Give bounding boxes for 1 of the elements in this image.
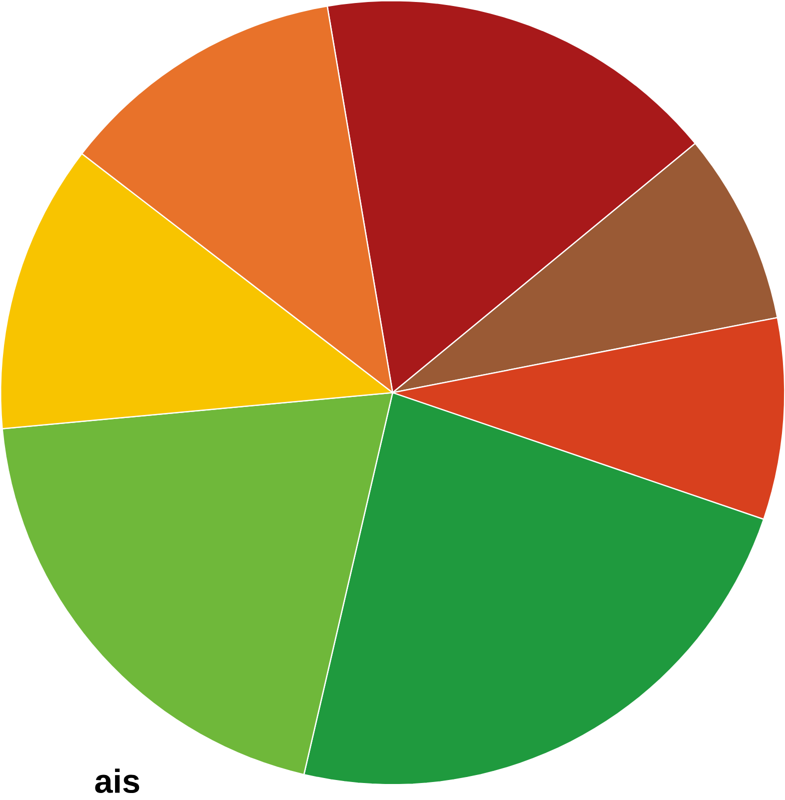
text: ais xyxy=(95,768,139,794)
